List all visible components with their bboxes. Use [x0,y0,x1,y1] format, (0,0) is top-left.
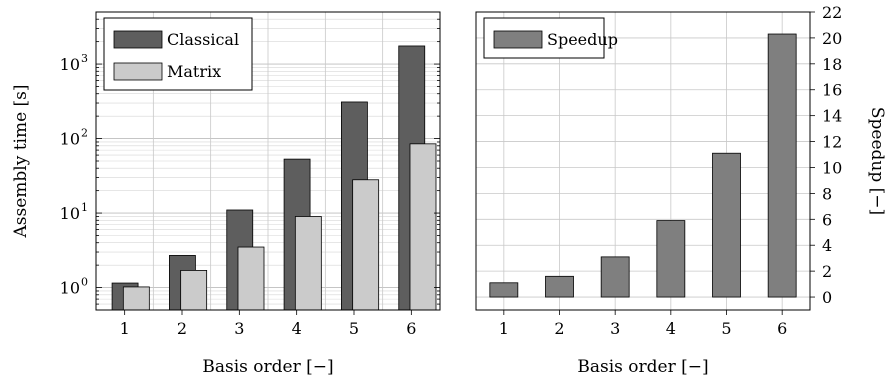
left-ylabel: Assembly time [s] [11,84,31,238]
left-xtick-label-2: 2 [177,319,187,338]
right-ytick-label-12: 12 [822,133,842,152]
assembly-time-chart: 10 010 110 210 31 2 3 4 5 6 Assembly time [s] Bas… [11,11,441,377]
left-xtick-label-4: 4 [292,319,302,338]
legend-swatch-classical [113,30,163,49]
right-ytick-label-14: 14 [822,107,842,126]
left-xtick-label-6: 6 [406,319,416,338]
right-ylabel: Speedup [−] [867,107,887,215]
left-bars [111,45,437,311]
right-ytick-label-8: 8 [822,184,832,203]
left-ytick-exponent-0: 0 [81,276,88,289]
right-ytick-label-6: 6 [822,210,832,229]
left-ytick-label-2: 10 [60,130,80,149]
legend-label-matrix: Matrix [167,62,221,81]
left-xlabel: Basis order [−] [202,357,333,377]
left-ytick-exponent-3: 3 [81,52,88,65]
right-xtick-label-5: 5 [721,319,731,338]
left-legend: Classical Matrix [103,17,253,91]
left-ytick-exponent-2: 2 [81,127,88,140]
right-xtick-label-6: 6 [777,319,787,338]
right-xtick-label-1: 1 [499,319,509,338]
left-ytick-exponent-1: 1 [81,201,88,214]
right-ytick-label-16: 16 [822,81,842,100]
left-xtick-label-3: 3 [234,319,244,338]
bar-speedup-5 [712,152,741,298]
bar-speedup-4 [656,220,686,298]
legend-swatch-speedup [493,30,543,49]
left-ytick-label-0: 10 [60,279,80,298]
bar-speedup-6 [767,33,797,298]
bar-matrix-4 [294,216,322,311]
right-ytick-label-18: 18 [822,55,842,74]
left-ticks: 10 010 110 210 31 2 3 4 5 6 [60,11,440,338]
bar-matrix-2 [180,270,208,311]
right-xlabel: Basis order [−] [577,357,708,377]
right-bars [489,33,797,298]
right-xtick-label-3: 3 [610,319,620,338]
bar-speedup-1 [489,282,519,298]
right-ytick-label-4: 4 [822,236,832,255]
bar-speedup-2 [545,275,574,298]
left-ytick-label-1: 10 [60,204,80,223]
right-plot-frame [475,11,811,311]
bar-speedup-3 [600,256,630,298]
bar-matrix-5 [352,179,380,311]
right-ytick-label-2: 2 [822,262,832,281]
left-xtick-label-5: 5 [349,319,359,338]
legend-swatch-matrix [113,62,163,81]
right-ytick-label-10: 10 [822,158,842,177]
bar-matrix-1 [122,286,150,311]
right-ytick-label-20: 20 [822,29,842,48]
left-ytick-label-3: 10 [60,55,80,74]
left-xtick-label-1: 1 [120,319,130,338]
right-ytick-label-22: 22 [822,3,842,22]
bar-matrix-6 [409,143,437,311]
bar-matrix-3 [237,246,265,311]
legend-label-speedup: Speedup [547,30,618,49]
right-ytick-label-0: 0 [822,288,832,307]
right-legend: Speedup [483,17,618,59]
right-xtick-label-4: 4 [666,319,676,338]
right-xtick-label-2: 2 [554,319,564,338]
legend-label-classical: Classical [167,30,239,49]
